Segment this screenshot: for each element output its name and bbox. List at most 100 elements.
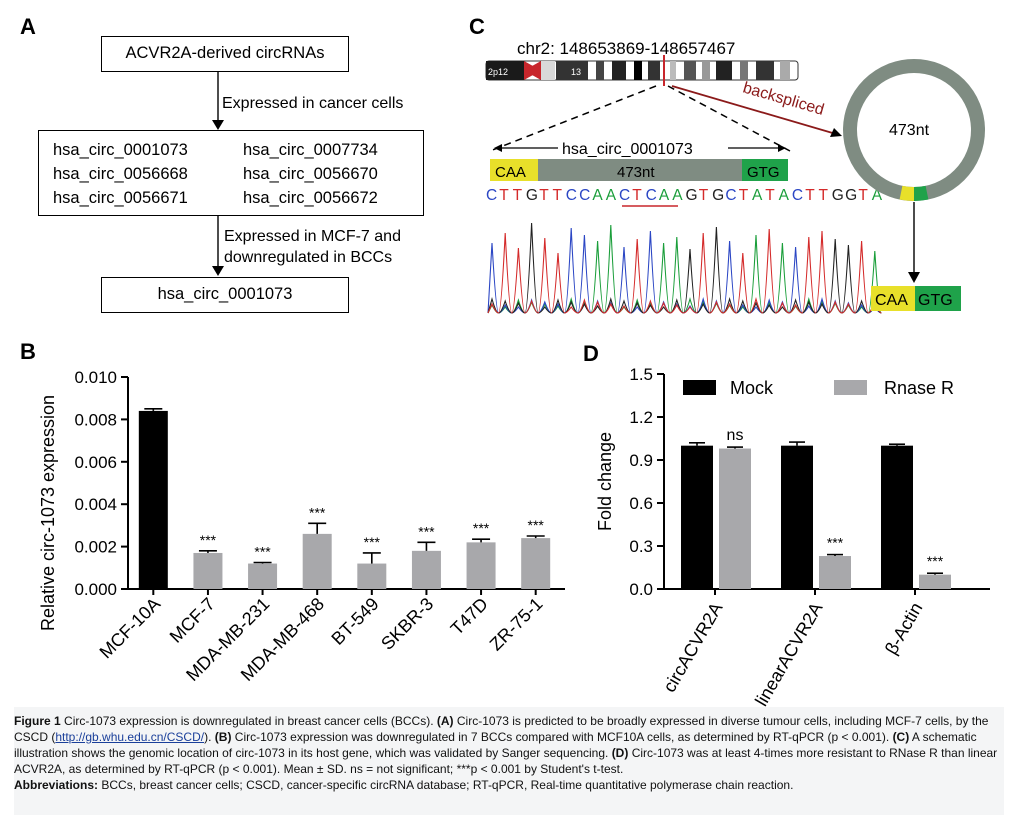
- bar-ZR-75-1: [521, 538, 551, 589]
- sequence-base: T: [553, 187, 563, 204]
- sequence-base: C: [579, 187, 590, 204]
- y-tick-label: 0.006: [74, 453, 117, 472]
- chromatogram-trace-C: [487, 227, 882, 314]
- ring-junction-green: [913, 185, 929, 202]
- caption-d-text: Circ-1073 was at least 4-times more resi…: [14, 746, 998, 776]
- sequence-base: A: [592, 187, 603, 204]
- sequence-base: C: [646, 187, 657, 204]
- caption-a-close: ).: [204, 730, 212, 744]
- sequence-base: T: [513, 187, 523, 204]
- panel-b-letter: B: [20, 339, 36, 364]
- bar-MDA-MB-231: [248, 563, 278, 589]
- exon-right-block: [742, 159, 788, 181]
- significance-label: ***: [200, 532, 217, 548]
- caption-c-text: A schematic illustration shows the genom…: [14, 730, 977, 760]
- junction-right-label: GTG: [918, 292, 953, 309]
- panel-c-letter: C: [469, 14, 485, 39]
- junction-right-block: [915, 286, 961, 311]
- bar-circACVR2A-Mock: [681, 445, 713, 589]
- bar-linearACVR2A-Rnase R: [819, 556, 851, 589]
- bar-β-Actin-Mock: [881, 445, 913, 589]
- sequence-base: G: [832, 187, 844, 204]
- x-tick-label: BT-549: [327, 594, 382, 649]
- sequence-base: C: [486, 187, 497, 204]
- sequence-base: C: [619, 187, 630, 204]
- significance-label: ns: [727, 427, 744, 444]
- circ-name-label: hsa_circ_0001073: [562, 141, 693, 158]
- caption-b-label: (B): [214, 730, 232, 744]
- caption-abbr-label: Abbreviations:: [14, 778, 99, 792]
- sequence-base: T: [858, 187, 868, 204]
- sequence-base: T: [499, 187, 509, 204]
- circ-list-item: hsa_circ_0056668: [53, 165, 188, 183]
- sequence-base: G: [526, 187, 538, 204]
- bar-SKBR-3: [411, 550, 441, 589]
- significance-label: ***: [418, 523, 435, 539]
- y-tick-label: 0.3: [629, 537, 653, 556]
- chromosome-ideogram: [485, 55, 799, 86]
- y-tick-label: 0.9: [629, 451, 653, 470]
- bar-BT-549: [357, 563, 387, 589]
- sequence-base: G: [712, 187, 724, 204]
- y-tick-label: 0.008: [74, 410, 117, 429]
- sequence-base: A: [606, 187, 617, 204]
- legend-swatch-Mock: [683, 380, 716, 395]
- caption-a-label: (A): [436, 714, 454, 728]
- sequence-base: C: [566, 187, 577, 204]
- circ-list-item: hsa_circ_0056672: [243, 189, 378, 207]
- x-tick-label: MDA-MB-468: [237, 594, 328, 685]
- acvr2a-circrnas-box: ACVR2A-derived circRNAs: [101, 36, 349, 72]
- circ-list-item: hsa_circ_0056671: [53, 189, 188, 207]
- caption-abbreviations: Abbreviations: BCCs, breast cancer cells…: [14, 777, 1004, 793]
- x-tick-label: MCF-7: [166, 594, 219, 647]
- x-tick-label: ZR-75-1: [486, 594, 547, 655]
- bar-T47D: [466, 542, 496, 589]
- circ-list-item: hsa_circ_0001073: [53, 141, 188, 159]
- exon-left-block: [490, 159, 538, 181]
- significance-label: ***: [827, 535, 844, 551]
- sequence-base: A: [872, 187, 883, 204]
- selected-circ-box: hsa_circ_0001073: [101, 277, 349, 313]
- sequence-base: C: [725, 187, 736, 204]
- significance-label: ***: [528, 517, 545, 533]
- y-tick-label: 0.0: [629, 580, 653, 599]
- sequence-base: A: [672, 187, 683, 204]
- sequence-base: T: [739, 187, 749, 204]
- junction-left-label: CAA: [875, 292, 908, 309]
- backspliced-label: backspliced: [741, 80, 826, 119]
- sequence-base: A: [779, 187, 790, 204]
- sequence-base: T: [805, 187, 815, 204]
- caption-d-label: (D): [611, 746, 629, 760]
- circ-list-item: hsa_circ_0007734: [243, 141, 378, 159]
- circ-list-box: hsa_circ_0001073 hsa_circ_0007734 hsa_circ…: [38, 130, 424, 216]
- chromatogram-trace-A: [487, 224, 882, 314]
- sequence-base: C: [792, 187, 803, 204]
- significance-label: ***: [254, 544, 271, 560]
- cscd-link[interactable]: http://gb.whu.edu.cn/CSCD/: [55, 730, 205, 744]
- exon-left-label: CAA: [495, 164, 526, 181]
- ring-junction-yellow: [899, 185, 915, 202]
- y-tick-label: 1.2: [629, 408, 653, 427]
- y-axis-label: Relative circ-1073 expression: [38, 395, 58, 631]
- bar-MCF-7: [193, 552, 223, 589]
- significance-label: ***: [364, 534, 381, 550]
- bar-MDA-MB-468: [302, 533, 332, 589]
- circrna-ring: [843, 59, 985, 201]
- bar-circACVR2A-Rnase R: [719, 448, 751, 589]
- legend-label: Rnase R: [884, 378, 954, 398]
- acvr2a-circrnas-label: ACVR2A-derived circRNAs: [125, 44, 325, 62]
- sequence-base: T: [539, 187, 549, 204]
- chromatogram-trace-G: [487, 222, 882, 314]
- figure-caption: Figure 1 Circ-1073 expression is downreg…: [14, 707, 1004, 815]
- bar-MCF-10A: [138, 410, 168, 589]
- chromosome-locus: chr2: 148653869-148657467: [517, 39, 736, 58]
- sanger-chromatogram: [487, 222, 882, 314]
- chromatogram-trace-T: [487, 228, 882, 314]
- caption-c-label: (C): [892, 730, 910, 744]
- y-tick-label: 0.6: [629, 494, 653, 513]
- panel-a-letter: A: [20, 14, 36, 39]
- y-tick-label: 0.002: [74, 538, 117, 557]
- y-tick-label: 1.5: [629, 365, 653, 384]
